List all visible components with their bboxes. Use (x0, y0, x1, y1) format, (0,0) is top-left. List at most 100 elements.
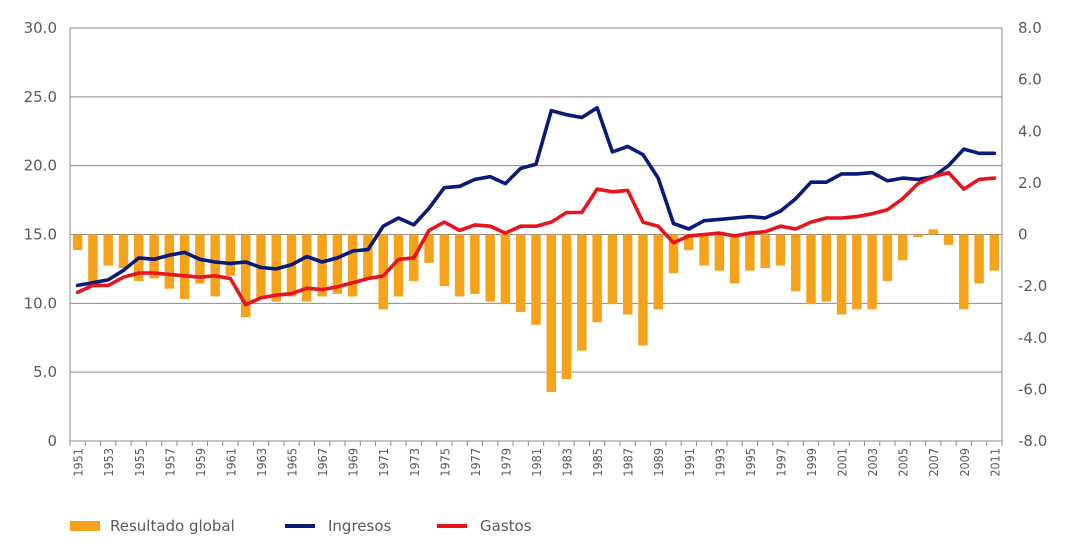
legend-label-gastos: Gastos (480, 517, 532, 535)
right-tick-label: 2.0 (1018, 174, 1042, 192)
bar-1995 (745, 234, 755, 271)
x-tick-label: 1951 (71, 448, 86, 477)
x-tick-label: 1973 (407, 448, 422, 477)
x-tick-label: 1997 (773, 448, 788, 477)
bar-1982 (546, 234, 557, 392)
left-tick-label: 20.0 (24, 157, 57, 175)
bar-1992 (699, 234, 709, 266)
bar-1979 (500, 234, 511, 305)
bar-1997 (775, 234, 786, 266)
x-tick-label: 1963 (254, 448, 269, 477)
x-tick-label: 1961 (223, 448, 238, 477)
bar-1985 (592, 234, 602, 323)
x-tick-label: 1999 (804, 448, 819, 477)
x-tick-label: 2007 (926, 448, 941, 477)
bar-2003 (867, 234, 877, 310)
x-tick-label: 1983 (560, 448, 575, 477)
bar-1960 (210, 234, 220, 297)
bar-1969 (347, 234, 358, 297)
bar-1975 (439, 234, 450, 287)
right-tick-label: 4.0 (1018, 122, 1042, 140)
bar-2002 (852, 234, 862, 310)
x-tick-label: 1959 (193, 448, 208, 477)
bar-1996 (760, 234, 770, 269)
bar-1984 (577, 234, 587, 351)
x-tick-label: 1987 (621, 448, 636, 477)
x-tick-label: 1979 (498, 448, 513, 477)
bar-1981 (531, 234, 541, 325)
bar-2010 (974, 234, 984, 284)
x-tick-label: 1971 (376, 448, 391, 477)
bar-1957 (164, 234, 175, 289)
right-tick-label: -2.0 (1018, 277, 1047, 295)
x-tick-label: 1967 (315, 448, 330, 477)
bar-1989 (653, 234, 663, 310)
left-tick-label: 25.0 (24, 88, 57, 106)
bar-2008 (943, 234, 954, 245)
x-tick-label: 2003 (865, 448, 880, 477)
bar-1951 (72, 234, 83, 250)
right-tick-label: -4.0 (1018, 329, 1047, 347)
bar-1988 (638, 234, 648, 346)
left-axis-tick-labels: 0 5.0 10.0 15.0 20.0 25.0 30.0 (24, 19, 57, 450)
x-tick-label: 2001 (835, 448, 850, 477)
bar-1998 (791, 234, 801, 292)
x-tick-label: 1955 (132, 448, 147, 477)
x-tick-label: 1965 (285, 448, 300, 477)
x-tick-label: 2011 (987, 448, 1002, 477)
legend: Resultado global Ingresos Gastos (70, 517, 532, 535)
bar-1958 (179, 234, 190, 300)
bar-1967 (317, 234, 327, 297)
bar-2005 (897, 234, 908, 261)
bar-1987 (622, 234, 633, 315)
bar-2006 (913, 234, 923, 238)
bar-1971 (378, 234, 388, 310)
legend-swatch-resultado-global (70, 521, 100, 531)
line-series (75, 106, 997, 307)
bar-1976 (454, 234, 465, 297)
bar-1952 (88, 234, 98, 281)
x-tick-label: 1995 (743, 448, 758, 477)
plot-frame (69, 28, 1003, 446)
left-tick-label: 15.0 (24, 226, 57, 244)
bar-1966 (302, 234, 312, 302)
bar-1972 (393, 234, 404, 297)
bar-2011 (989, 234, 1000, 271)
legend-label-ingresos: Ingresos (328, 517, 392, 535)
bar-1954 (118, 234, 129, 269)
x-axis-tick-labels: 1951 1953 1955 1957 1959 1961 1963 1965 1967 1969… (71, 448, 1003, 477)
resultado-global-bars (72, 229, 1000, 392)
bar-2007 (928, 229, 938, 235)
series-line-ingresos (75, 106, 997, 288)
right-tick-label: 8.0 (1018, 19, 1042, 37)
bar-1999 (806, 234, 816, 305)
x-tick-label: 1953 (101, 448, 116, 477)
left-tick-label: 0 (47, 432, 57, 450)
right-tick-label: 6.0 (1018, 71, 1042, 89)
x-tick-label: 1993 (712, 448, 727, 477)
left-tick-label: 30.0 (24, 19, 57, 37)
x-tick-label: 1975 (437, 448, 452, 477)
x-tick-label: 1969 (346, 448, 361, 477)
x-tick-label: 1957 (162, 448, 177, 477)
x-tick-label: 1981 (529, 448, 544, 477)
x-tick-label: 1989 (651, 448, 666, 477)
bar-2000 (821, 234, 832, 302)
right-axis-tick-labels: -8.0 -6.0 -4.0 -2.0 0 2.0 4.0 6.0 8.0 (1018, 19, 1047, 450)
series-line-gastos (75, 170, 997, 307)
x-tick-label: 1977 (468, 448, 483, 477)
bar-1983 (561, 234, 572, 380)
bar-1968 (332, 234, 343, 294)
bar-1961 (225, 234, 236, 276)
bar-1994 (729, 234, 740, 284)
bar-2009 (959, 234, 969, 310)
bar-1977 (470, 234, 480, 294)
x-tick-label: 1985 (590, 448, 605, 477)
x-tick-label: 2005 (896, 448, 911, 477)
bar-2001 (836, 234, 847, 315)
right-tick-label: -6.0 (1018, 380, 1047, 398)
x-tick-label: 1991 (682, 448, 697, 477)
bar-1953 (103, 234, 113, 266)
bar-2004 (882, 234, 893, 281)
